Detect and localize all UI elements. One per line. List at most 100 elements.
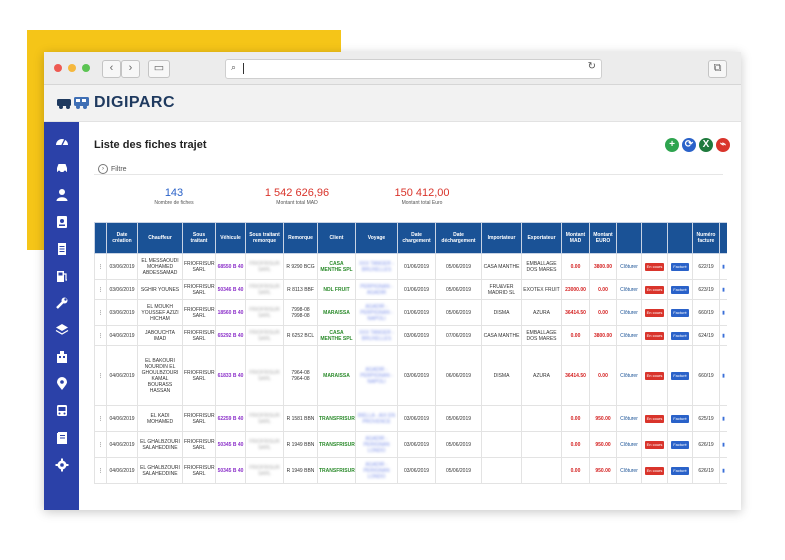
col-header[interactable]: Montant MAD	[561, 222, 590, 254]
cell-facture: 623/19	[692, 279, 720, 300]
cell-voyage[interactable]: AGADIR - PERPIGNAN - NAPOLI	[355, 299, 398, 326]
cell-voyage[interactable]: AGADIR - PERIGNAN LONDO	[355, 457, 398, 484]
document-icon[interactable]	[54, 241, 69, 256]
excel-icon[interactable]: X	[699, 138, 713, 152]
dashboard-icon[interactable]	[54, 133, 69, 148]
col-header[interactable]: Date déchargement	[435, 222, 482, 254]
text-cursor	[243, 63, 244, 74]
cell-voyage[interactable]: AGADIR - PERPIGNAN - NAPOLI	[355, 345, 398, 406]
book-icon[interactable]	[54, 430, 69, 445]
cell-vehicule[interactable]: 61833 B 40	[215, 345, 246, 406]
user-icon[interactable]	[54, 187, 69, 202]
address-bar[interactable]: ⌕ ↻	[225, 59, 602, 79]
pdf-icon[interactable]: ⌁	[716, 138, 730, 152]
cell-chauffeur: SGHIR YOUNES	[137, 279, 183, 300]
car-icon[interactable]	[54, 160, 69, 175]
col-header[interactable]: Sous traitant remorque	[245, 222, 284, 254]
cell-vehicule[interactable]: 68550 B 40	[215, 253, 246, 280]
invoice-cell: Facturé	[667, 299, 693, 326]
cell-vehicule[interactable]: 50345 B 40	[215, 431, 246, 458]
cell-vehicule[interactable]: 18560 B 40	[215, 299, 246, 326]
col-header[interactable]: Date chargement	[397, 222, 436, 254]
filter-toggle[interactable]: › Filtre	[98, 164, 127, 174]
cell-remorque: R 9290 BCG	[283, 253, 318, 280]
cell-montant-mad: 36414.50	[561, 345, 590, 406]
stat-value: 143	[164, 187, 184, 199]
col-header[interactable]: Montant EURO	[589, 222, 617, 254]
brand-logo-text[interactable]: DIGIPARC	[94, 94, 176, 111]
cell-voyage[interactable]: XXX TANGER - BRUXELLES	[355, 325, 398, 346]
cloturer-link[interactable]: Clôturer	[616, 279, 642, 300]
cell-date: 03/06/2019	[106, 299, 138, 326]
trash-icon[interactable]: ▮	[719, 299, 727, 326]
cell-vehicule[interactable]: 62259 B 40	[215, 405, 246, 432]
plus-icon[interactable]: +	[665, 138, 679, 152]
col-header[interactable]: Numéro facture	[692, 222, 720, 254]
row-menu-icon[interactable]: ⋮	[94, 457, 107, 484]
trash-icon[interactable]: ▮	[719, 325, 727, 346]
layers-icon[interactable]	[54, 322, 69, 337]
filter-label: Filtre	[111, 165, 127, 173]
row-menu-icon[interactable]: ⋮	[94, 431, 107, 458]
cell-facture: 660/19	[692, 345, 720, 406]
row-menu-icon[interactable]: ⋮	[94, 253, 107, 280]
minimize-window-dot[interactable]	[68, 64, 76, 72]
reload-icon[interactable]: ↻	[587, 61, 596, 72]
gear-icon[interactable]	[54, 457, 69, 472]
invoice-cell: Facturé	[667, 405, 693, 432]
col-header[interactable]: Exportateur	[521, 222, 562, 254]
row-menu-icon[interactable]: ⋮	[94, 405, 107, 432]
sidebar-toggle-icon[interactable]: ▭	[148, 60, 170, 78]
col-header[interactable]: Remorque	[283, 222, 318, 254]
row-menu-icon[interactable]: ⋮	[94, 345, 107, 406]
cell-date-chargement: 03/06/2019	[397, 345, 436, 406]
col-header[interactable]: Importateur	[481, 222, 522, 254]
forward-arrow-icon[interactable]: ›	[121, 60, 140, 78]
building-icon[interactable]	[54, 349, 69, 364]
cell-client: MARAISSA	[317, 299, 356, 326]
refresh-icon[interactable]: ⟳	[682, 138, 696, 152]
location-icon[interactable]	[54, 376, 69, 391]
maximize-window-dot[interactable]	[82, 64, 90, 72]
cloturer-link[interactable]: Clôturer	[616, 457, 642, 484]
cell-voyage[interactable]: PERPIGNAN - AGADIR	[355, 279, 398, 300]
invoice-cell: Facturé	[667, 345, 693, 406]
cell-voyage[interactable]: BIELLA - AIX EN PROVENCE	[355, 405, 398, 432]
cloturer-link[interactable]: Clôturer	[616, 405, 642, 432]
trash-icon[interactable]: ▮	[719, 345, 727, 406]
row-menu-icon[interactable]: ⋮	[94, 279, 107, 300]
cell-voyage[interactable]: AGADIR - PERIGNAN LONDO	[355, 431, 398, 458]
cell-vehicule[interactable]: 65292 B 40	[215, 325, 246, 346]
cloturer-link[interactable]: Clôturer	[616, 431, 642, 458]
trash-icon[interactable]: ▮	[719, 457, 727, 484]
col-header[interactable]: Date création	[106, 222, 138, 254]
close-window-dot[interactable]	[54, 64, 62, 72]
cell-vehicule[interactable]: 50345 B 40	[215, 457, 246, 484]
row-menu-icon[interactable]: ⋮	[94, 299, 107, 326]
fuel-icon[interactable]	[54, 268, 69, 283]
main-content: Liste des fiches trajet + ⟳ X ⌁ › Filtre…	[79, 122, 741, 510]
cell-date-dechargement: 05/06/2019	[435, 405, 482, 432]
col-header[interactable]: Chauffeur	[137, 222, 183, 254]
cloturer-link[interactable]: Clôturer	[616, 325, 642, 346]
bus-icon[interactable]	[54, 403, 69, 418]
trash-icon[interactable]: ▮	[719, 405, 727, 432]
cloturer-link[interactable]: Clôturer	[616, 253, 642, 280]
cell-voyage[interactable]: XXX TANGER - BRUXELLES	[355, 253, 398, 280]
cloturer-link[interactable]: Clôturer	[616, 345, 642, 406]
id-card-icon[interactable]	[54, 214, 69, 229]
col-header[interactable]: Véhicule	[215, 222, 246, 254]
col-header[interactable]: Sous traitant	[182, 222, 216, 254]
trash-icon[interactable]: ▮	[719, 253, 727, 280]
row-menu-icon[interactable]: ⋮	[94, 325, 107, 346]
trash-icon[interactable]: ▮	[719, 279, 727, 300]
col-header[interactable]: Voyage	[355, 222, 398, 254]
cell-vehicule[interactable]: 50346 B 40	[215, 279, 246, 300]
cloturer-link[interactable]: Clôturer	[616, 299, 642, 326]
tabs-overview-icon[interactable]: ⧉	[708, 60, 727, 78]
back-arrow-icon[interactable]: ‹	[102, 60, 121, 78]
wrench-icon[interactable]	[54, 295, 69, 310]
invoice-badge: Facturé	[671, 262, 689, 271]
col-header[interactable]: Client	[317, 222, 356, 254]
trash-icon[interactable]: ▮	[719, 431, 727, 458]
